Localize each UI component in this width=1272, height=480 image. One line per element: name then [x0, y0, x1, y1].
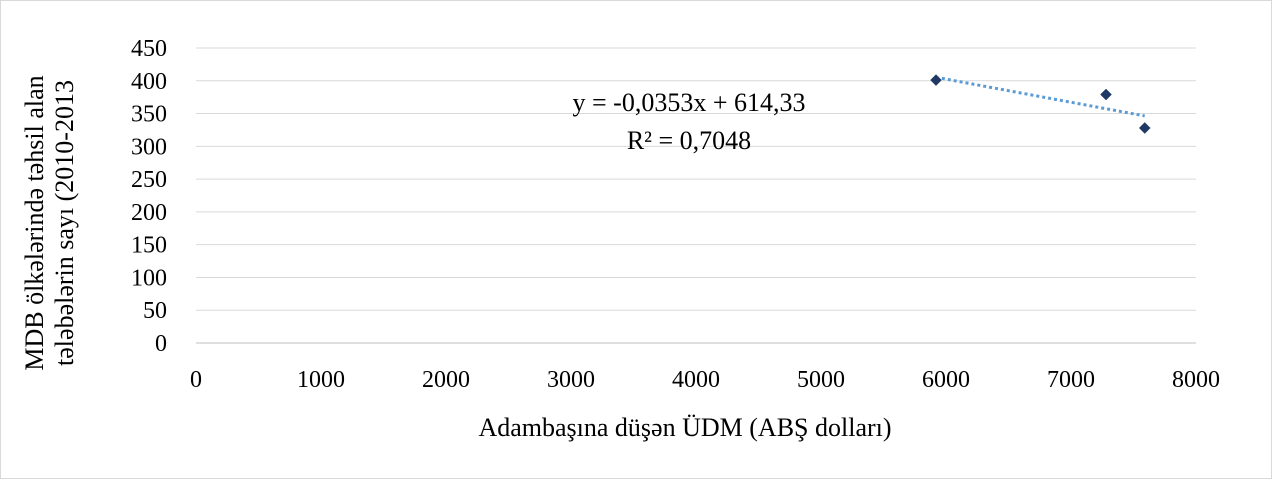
y-tick-100: 100	[131, 265, 167, 291]
y-tick-200: 200	[131, 200, 167, 226]
x-tick-5000: 5000	[797, 367, 845, 393]
trendline-equation: y = -0,0353x + 614,33	[573, 88, 806, 117]
x-tick-0: 0	[190, 367, 202, 393]
data-point-1	[929, 73, 943, 87]
x-tick-3000: 3000	[547, 367, 595, 393]
linear-trendline	[935, 75, 1146, 118]
y-tick-250: 250	[131, 167, 167, 193]
x-tick-6000: 6000	[922, 367, 970, 393]
gridlines	[196, 47, 1196, 311]
x-tick-8000: 8000	[1172, 367, 1220, 393]
x-tick-2000: 2000	[422, 367, 470, 393]
x-tick-1000: 1000	[297, 367, 345, 393]
x-tick-7000: 7000	[1047, 367, 1095, 393]
data-points	[929, 73, 1152, 135]
y-tick-350: 350	[131, 102, 167, 128]
y-tick-150: 150	[131, 233, 167, 259]
x-tick-4000: 4000	[672, 367, 720, 393]
y-axis-title-line-1: MDB ölkələrində təhsil alan	[20, 75, 49, 370]
x-axis-title: Adambaşına düşən ÜDM (ABŞ dolları)	[478, 413, 891, 442]
data-point-2	[1099, 88, 1113, 101]
y-tick-0: 0	[155, 331, 167, 357]
data-point-3	[1138, 121, 1152, 135]
y-axis-title: MDB ölkələrində təhsil alan tələbələrin …	[20, 75, 79, 370]
y-tick-50: 50	[143, 298, 167, 324]
y-tick-400: 400	[131, 69, 167, 95]
trendline-group	[935, 75, 1146, 118]
r-squared-label: R² = 0,7048	[627, 126, 751, 155]
y-tick-300: 300	[131, 134, 167, 160]
y-axis-title-line-2: tələbələrin sayı (2010-2013	[50, 80, 79, 366]
y-tick-labels: 0 50 100 150 200 250 300 350 400 450	[131, 36, 167, 357]
x-tick-labels: 0 1000 2000 3000 4000 5000 6000 7000 8000	[190, 367, 1220, 393]
y-tick-450: 450	[131, 36, 167, 62]
